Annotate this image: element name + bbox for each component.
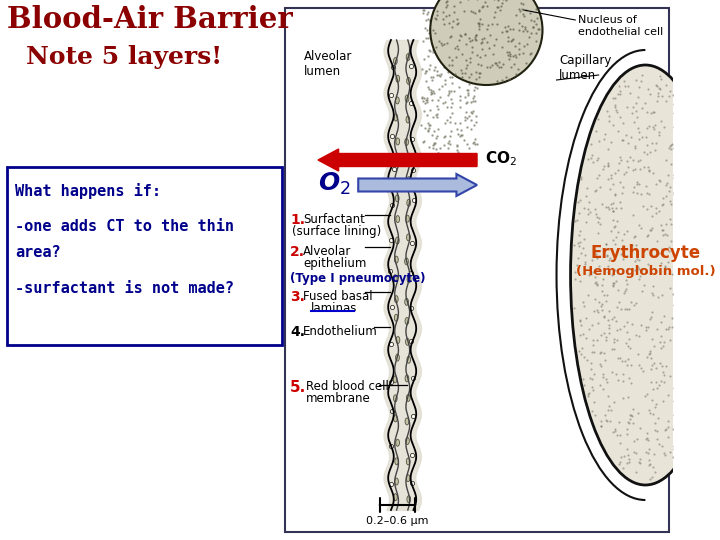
Ellipse shape	[405, 258, 408, 265]
FancyArrow shape	[359, 174, 477, 196]
Ellipse shape	[394, 494, 397, 501]
Ellipse shape	[405, 298, 408, 305]
Text: Endothelium: Endothelium	[303, 325, 378, 338]
Text: Nucleus of
endothelial cell: Nucleus of endothelial cell	[578, 15, 663, 37]
Ellipse shape	[407, 276, 411, 283]
Text: Note 5 layers!: Note 5 layers!	[26, 45, 222, 69]
Ellipse shape	[396, 439, 400, 446]
Bar	[7, 167, 282, 345]
Ellipse shape	[396, 215, 400, 222]
Bar	[285, 8, 669, 532]
Ellipse shape	[393, 275, 397, 282]
Ellipse shape	[405, 138, 408, 145]
Text: Erythrocyte: Erythrocyte	[590, 244, 701, 262]
Ellipse shape	[406, 53, 410, 60]
Ellipse shape	[396, 336, 400, 343]
Ellipse shape	[405, 338, 409, 345]
Ellipse shape	[395, 237, 399, 244]
Ellipse shape	[407, 496, 410, 503]
Text: Alveolar
lumen: Alveolar lumen	[304, 50, 352, 78]
Ellipse shape	[395, 195, 399, 202]
Ellipse shape	[395, 295, 398, 302]
FancyArrow shape	[318, 149, 477, 171]
Ellipse shape	[396, 138, 400, 145]
Ellipse shape	[405, 418, 409, 425]
Ellipse shape	[405, 95, 409, 102]
Ellipse shape	[570, 65, 720, 485]
Text: 2.: 2.	[290, 245, 305, 259]
Ellipse shape	[407, 77, 410, 84]
Text: (Hemoglobin mol.): (Hemoglobin mol.)	[575, 266, 715, 279]
Text: Blood-Air Barrier: Blood-Air Barrier	[7, 5, 293, 34]
Ellipse shape	[395, 354, 400, 361]
Text: 1.: 1.	[290, 213, 305, 227]
Ellipse shape	[393, 376, 397, 383]
Ellipse shape	[431, 0, 542, 85]
Ellipse shape	[395, 478, 398, 485]
Ellipse shape	[407, 356, 410, 363]
Text: Fused basal: Fused basal	[303, 290, 373, 303]
Ellipse shape	[407, 177, 410, 184]
Ellipse shape	[394, 415, 397, 422]
Text: 4.: 4.	[290, 325, 305, 339]
Text: area?: area?	[15, 245, 60, 260]
Text: Alveolar: Alveolar	[303, 245, 351, 258]
Ellipse shape	[406, 116, 410, 123]
Text: What happens if:: What happens if:	[15, 183, 161, 199]
Text: (surface lining): (surface lining)	[292, 225, 381, 238]
Ellipse shape	[405, 215, 410, 222]
Text: 0.2–0.6 μm: 0.2–0.6 μm	[366, 516, 429, 526]
Text: Surfactant: Surfactant	[303, 213, 365, 226]
Text: -surfactant is not made?: -surfactant is not made?	[15, 281, 234, 296]
Ellipse shape	[394, 58, 397, 65]
Ellipse shape	[393, 395, 397, 402]
Ellipse shape	[406, 458, 410, 465]
Text: -one adds CT to the thin: -one adds CT to the thin	[15, 219, 234, 234]
Ellipse shape	[394, 114, 397, 121]
Text: epithelium: epithelium	[303, 257, 366, 270]
Ellipse shape	[396, 75, 400, 82]
Ellipse shape	[405, 156, 409, 163]
Text: CO$_2$: CO$_2$	[485, 150, 516, 168]
Text: 5.: 5.	[290, 380, 306, 395]
Ellipse shape	[406, 394, 410, 401]
Ellipse shape	[395, 256, 398, 263]
Ellipse shape	[405, 375, 409, 382]
Text: membrane: membrane	[306, 392, 371, 405]
Ellipse shape	[395, 158, 398, 165]
Text: (Type I pneumocyte): (Type I pneumocyte)	[290, 272, 426, 285]
Text: O$_2$: O$_2$	[318, 171, 351, 197]
Ellipse shape	[405, 318, 409, 325]
Ellipse shape	[395, 458, 399, 465]
Text: Red blood cell: Red blood cell	[306, 380, 389, 393]
Ellipse shape	[407, 234, 410, 241]
Text: 3.: 3.	[290, 290, 305, 304]
Ellipse shape	[405, 437, 410, 444]
Ellipse shape	[395, 179, 398, 186]
Ellipse shape	[406, 475, 410, 482]
Text: laminas: laminas	[310, 302, 357, 315]
Ellipse shape	[395, 314, 398, 321]
Ellipse shape	[395, 97, 399, 104]
Ellipse shape	[407, 199, 410, 206]
Text: Capillary
lumen: Capillary lumen	[559, 54, 612, 82]
